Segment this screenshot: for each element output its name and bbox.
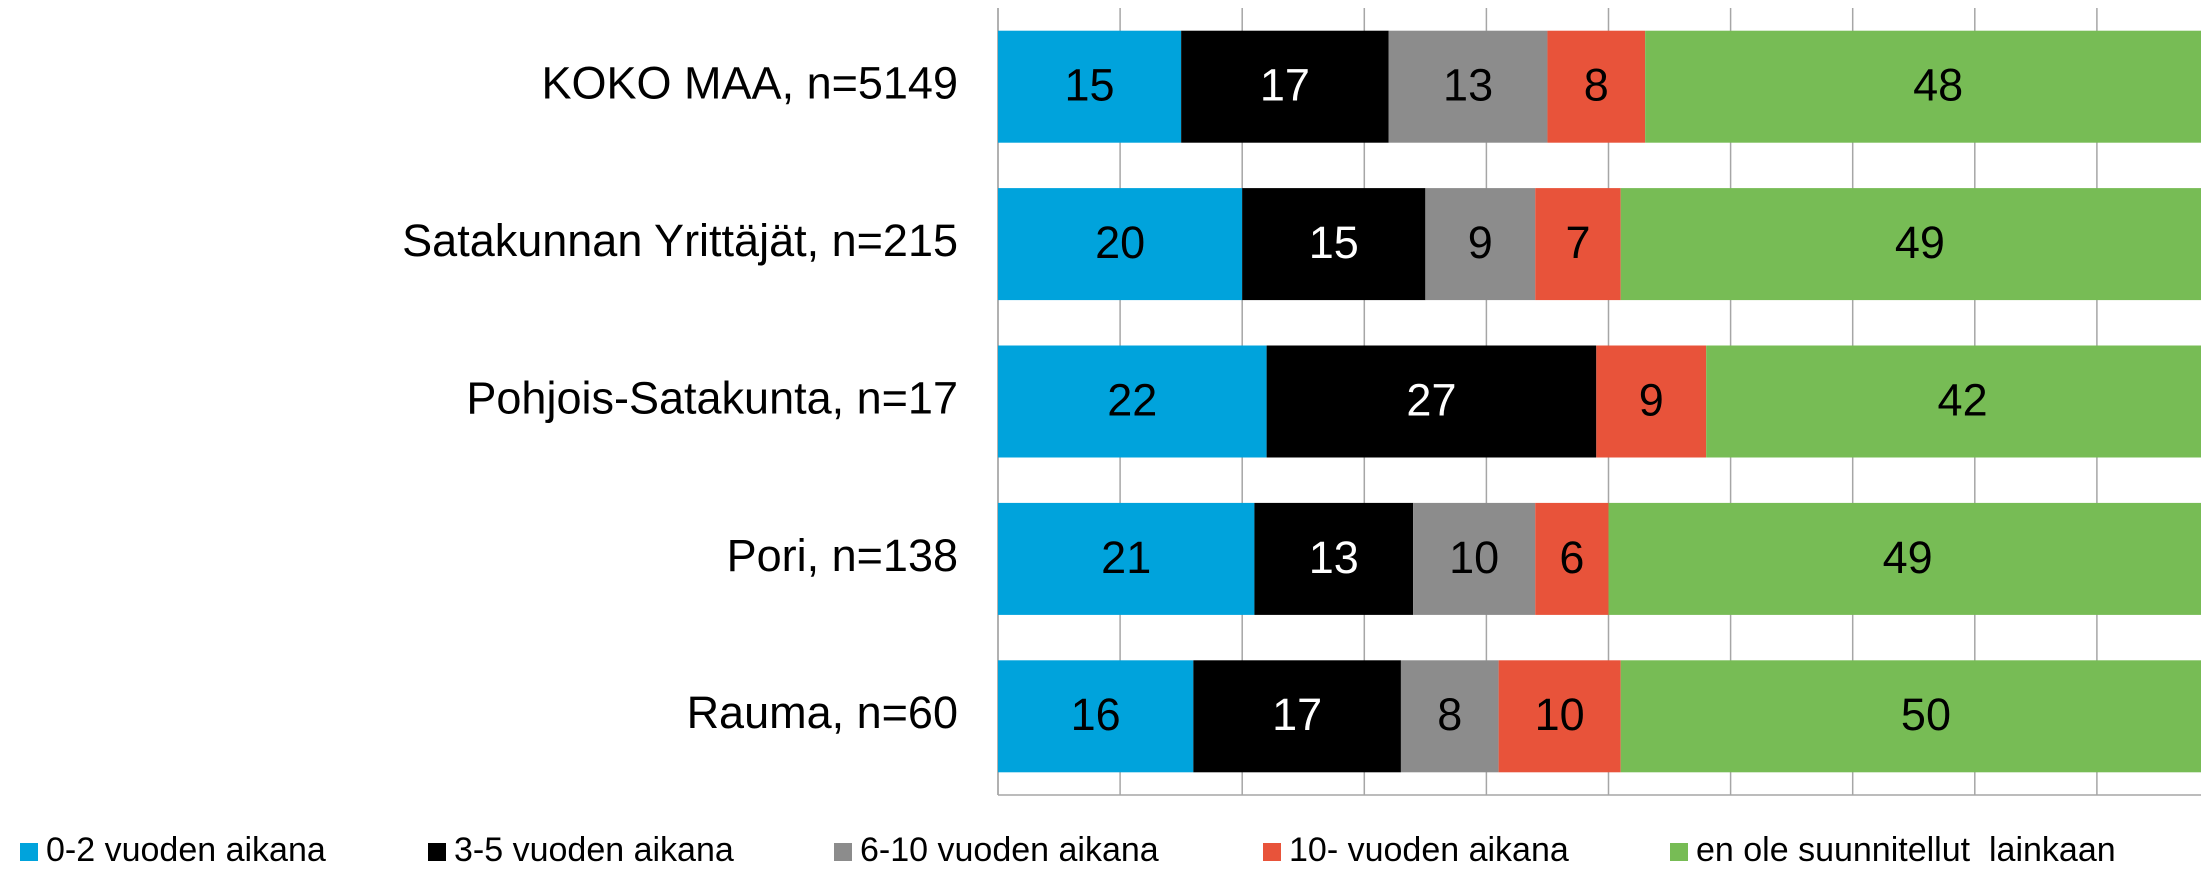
bar-segment	[1535, 502, 1609, 615]
legend-swatch	[1670, 843, 1688, 861]
bar-segment	[998, 30, 1182, 143]
value-label: 8	[1437, 689, 1462, 740]
value-label: 50	[1901, 689, 1951, 740]
bar-segment	[1254, 502, 1414, 615]
bar-segment	[1608, 502, 2201, 615]
bar-segment	[998, 660, 1194, 773]
legend-swatch	[428, 843, 446, 861]
legend-label: en ole suunnitellut lainkaan	[1696, 831, 2116, 869]
category-label: Pori, n=138	[727, 530, 958, 581]
value-label: 9	[1468, 217, 1493, 268]
bar-segment	[1388, 30, 1548, 143]
value-label: 15	[1065, 60, 1115, 111]
value-label: 16	[1071, 689, 1121, 740]
value-label: 17	[1272, 689, 1322, 740]
bar-segment	[1400, 660, 1499, 773]
bar-segment	[1266, 345, 1597, 458]
legend-swatch	[20, 843, 38, 861]
bar-segment	[1242, 188, 1426, 301]
category-label: Satakunnan Yrittäjät, n=215	[402, 215, 958, 266]
bar-segment	[1706, 345, 2201, 458]
legend-label: 0-2 vuoden aikana	[46, 831, 326, 869]
bar-segment	[1425, 188, 1536, 301]
category-label: KOKO MAA, n=5149	[542, 58, 958, 109]
value-label: 13	[1443, 60, 1493, 111]
bar-segment	[1193, 660, 1401, 773]
value-label: 6	[1559, 532, 1584, 583]
legend-swatch	[834, 843, 852, 861]
bar-segment	[1547, 30, 1646, 143]
value-label: 17	[1260, 60, 1310, 111]
bar-segment	[1620, 660, 2201, 773]
bar-segment	[1181, 30, 1389, 143]
legend-swatch	[1263, 843, 1281, 861]
legend-label: 6-10 vuoden aikana	[860, 831, 1159, 869]
value-label: 7	[1565, 217, 1590, 268]
legend-label: 10- vuoden aikana	[1289, 831, 1569, 869]
value-label: 48	[1913, 60, 1963, 111]
value-label: 49	[1895, 217, 1945, 268]
value-label: 10	[1535, 689, 1585, 740]
value-label: 21	[1101, 532, 1151, 583]
bar-segment	[1498, 660, 1621, 773]
bar-segment	[998, 188, 1243, 301]
category-label: Pohjois-Satakunta, n=17	[466, 372, 958, 423]
bar-segment	[998, 502, 1255, 615]
legend-label: 3-5 vuoden aikana	[454, 831, 734, 869]
value-label: 49	[1883, 532, 1933, 583]
value-label: 13	[1309, 532, 1359, 583]
value-label: 9	[1639, 374, 1664, 425]
bar-segment	[1413, 502, 1536, 615]
bar-segment	[1645, 30, 2201, 143]
bar-segment	[1535, 188, 1621, 301]
value-label: 27	[1406, 374, 1456, 425]
value-label: 20	[1095, 217, 1145, 268]
bar-segment	[1620, 188, 2201, 301]
value-label: 8	[1584, 60, 1609, 111]
value-label: 10	[1449, 532, 1499, 583]
bar-segment	[998, 345, 1267, 458]
category-label: Rauma, n=60	[687, 687, 958, 738]
value-label: 15	[1309, 217, 1359, 268]
value-label: 42	[1938, 374, 1988, 425]
bar-segment	[1596, 345, 1707, 458]
value-label: 22	[1107, 374, 1157, 425]
